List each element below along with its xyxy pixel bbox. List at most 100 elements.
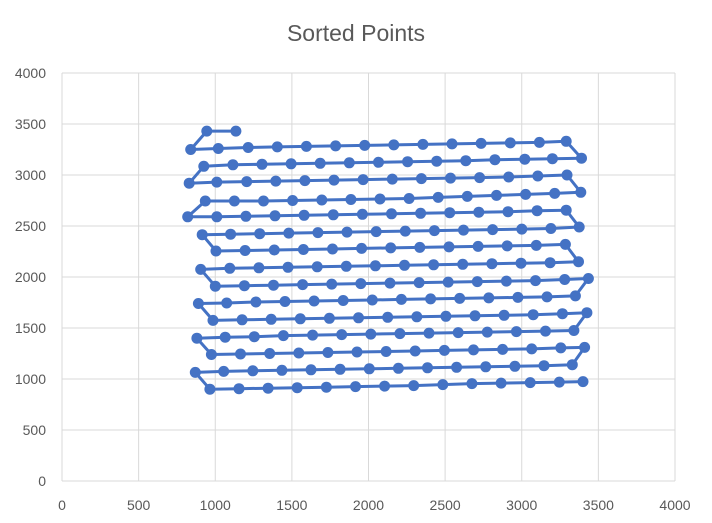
data-point <box>182 211 194 223</box>
data-point <box>553 376 565 388</box>
data-point <box>299 175 311 187</box>
data-point <box>205 349 217 360</box>
data-point <box>579 341 591 353</box>
data-point <box>474 172 486 184</box>
data-point <box>438 344 450 356</box>
data-point <box>495 377 507 389</box>
data-point <box>235 348 246 360</box>
data-point <box>291 382 303 394</box>
data-point <box>239 245 251 256</box>
data-point <box>466 378 478 390</box>
data-point <box>538 360 550 372</box>
data-point <box>512 291 524 303</box>
data-point <box>440 310 452 322</box>
data-point <box>211 211 223 223</box>
data-point <box>386 173 398 185</box>
data-point <box>384 277 396 289</box>
data-point <box>501 240 513 252</box>
data-point <box>207 314 219 326</box>
data-point <box>509 360 521 372</box>
data-point <box>432 191 444 203</box>
data-point <box>323 312 335 324</box>
y-tick-label: 3500 <box>15 116 46 132</box>
data-point <box>365 328 377 340</box>
data-point <box>428 225 440 237</box>
data-point <box>524 377 536 389</box>
data-point <box>417 138 429 150</box>
data-point <box>247 365 259 377</box>
data-point <box>555 342 567 354</box>
data-point <box>264 348 276 359</box>
data-point <box>204 383 216 395</box>
data-point <box>382 311 394 323</box>
data-point <box>559 274 571 285</box>
data-point <box>337 295 349 306</box>
data-point <box>544 257 556 269</box>
data-point <box>210 245 222 257</box>
data-point <box>195 263 207 275</box>
data-point <box>253 262 265 274</box>
data-point <box>530 275 541 287</box>
data-point <box>581 307 593 319</box>
data-point <box>258 195 269 207</box>
data-point <box>399 225 411 237</box>
data-point <box>546 153 558 165</box>
data-point <box>515 257 527 269</box>
data-point <box>452 327 464 339</box>
data-point <box>380 346 392 357</box>
data-point <box>276 364 288 376</box>
data-point <box>379 380 391 392</box>
data-point <box>198 160 210 172</box>
x-tick-label: 1000 <box>200 497 231 513</box>
data-point <box>399 259 410 271</box>
data-point <box>576 152 587 164</box>
data-point <box>444 207 456 219</box>
data-point <box>221 297 233 309</box>
data-point <box>341 226 353 238</box>
data-point <box>224 262 236 274</box>
data-point <box>366 294 378 306</box>
data-point <box>516 223 528 235</box>
data-point <box>233 383 245 395</box>
data-point <box>316 194 328 206</box>
x-tick-label: 1500 <box>276 497 307 513</box>
data-point <box>359 139 371 151</box>
y-tick-label: 2000 <box>15 269 46 285</box>
data-point <box>469 310 481 322</box>
data-point <box>561 169 573 181</box>
x-tick-label: 2000 <box>353 497 384 513</box>
data-point <box>569 290 581 302</box>
data-point <box>191 332 203 344</box>
y-tick-label: 500 <box>23 422 47 438</box>
gridlines <box>61 72 676 482</box>
y-axis-tick-labels: 0 500 1000 1500 2000 2500 3000 3500 4000 <box>15 65 46 489</box>
y-tick-label: 1000 <box>15 371 46 387</box>
data-point <box>472 240 484 252</box>
data-point <box>498 309 510 321</box>
y-tick-label: 4000 <box>15 65 46 81</box>
data-point <box>334 363 346 375</box>
data-point <box>408 380 420 392</box>
data-point <box>269 210 281 222</box>
data-point <box>411 311 423 323</box>
data-point <box>225 228 237 240</box>
data-point <box>445 172 456 184</box>
data-point <box>573 221 585 233</box>
data-point <box>556 308 568 320</box>
data-point <box>254 228 266 240</box>
y-tick-label: 2500 <box>15 218 46 234</box>
data-point <box>282 261 294 273</box>
data-point <box>356 208 368 220</box>
data-point <box>530 239 542 251</box>
data-point <box>314 157 326 169</box>
data-point <box>183 177 195 189</box>
data-point <box>293 347 305 359</box>
data-point <box>300 140 312 152</box>
data-point <box>431 155 443 167</box>
data-point <box>503 171 515 183</box>
data-point <box>211 176 223 188</box>
x-tick-label: 3500 <box>583 497 614 513</box>
data-point <box>240 210 252 222</box>
data-point <box>305 364 317 376</box>
data-point <box>483 292 495 304</box>
